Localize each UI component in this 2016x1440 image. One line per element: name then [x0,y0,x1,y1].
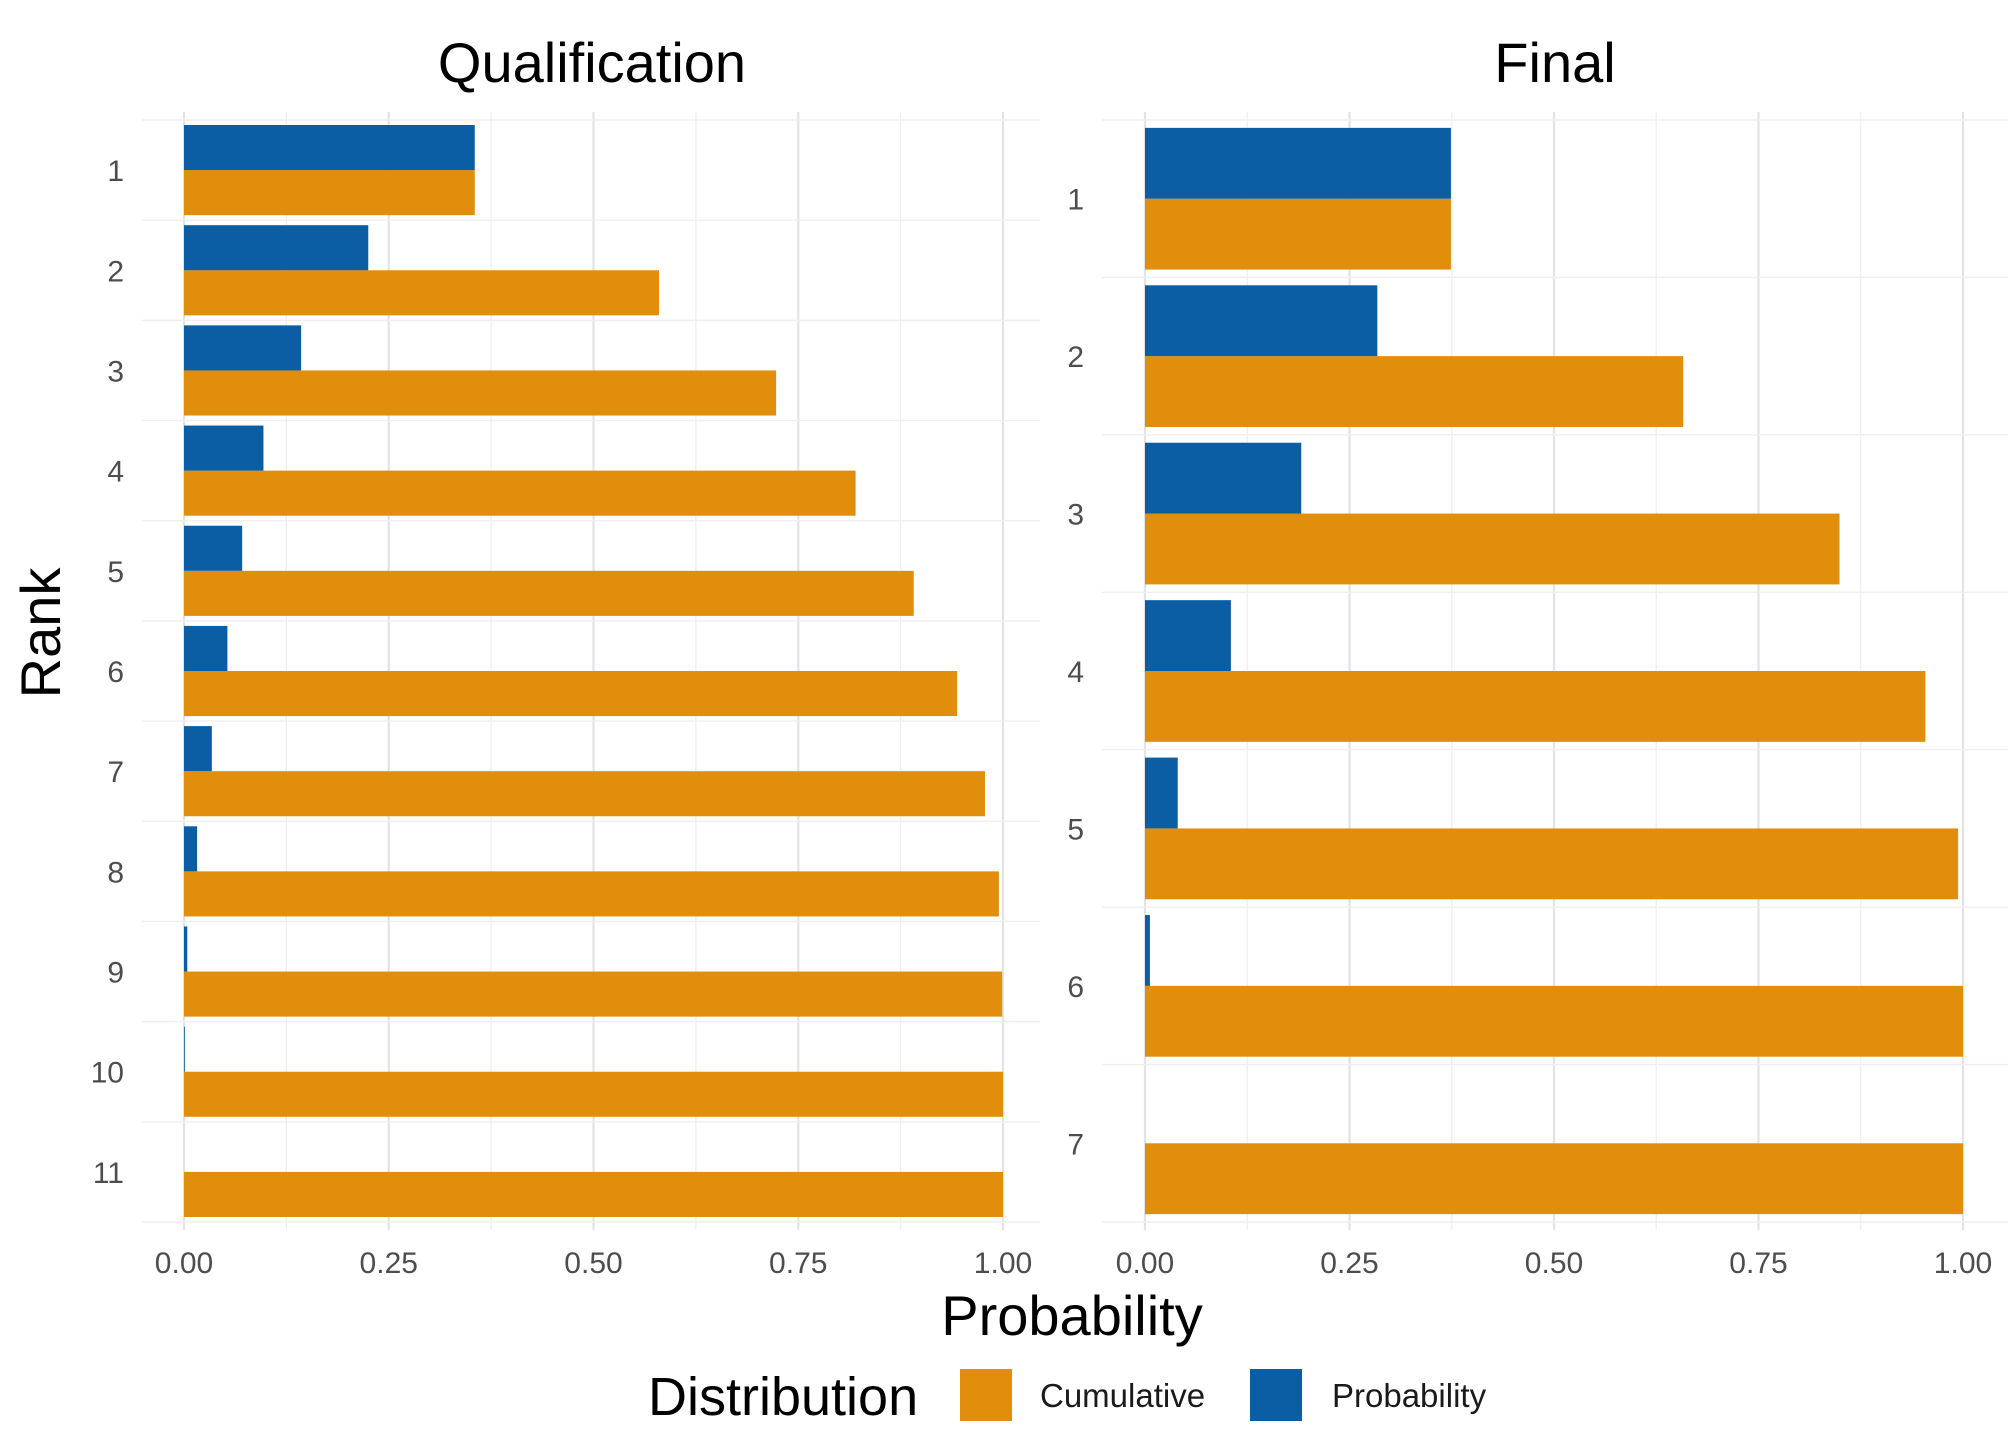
y-tick-label: 4 [1067,656,1084,689]
y-tick-label: 7 [1067,1128,1084,1161]
bar-cumulative-rank-5 [184,570,914,616]
y-tick-label: 6 [107,656,124,689]
bar-cumulative-rank-9 [184,971,1003,1017]
x-tick-label: 0.75 [769,1247,827,1280]
y-tick-label: 4 [107,456,124,489]
panel-qualification: 0.00 0.25 0.50 0.75 1.00 1 2 3 4 5 6 7 8 9 10 11 Qualifi… [91,31,1040,1280]
bar-cumulative-rank-11 [184,1171,1003,1217]
bar-cumulative-rank-6 [184,671,958,717]
x-tick-label: 1.00 [1934,1247,1992,1280]
bar-probability-rank-4 [184,425,264,471]
bar-probability-rank-3 [184,325,302,371]
bar-cumulative-rank-1 [1145,198,1451,270]
bar-cumulative-rank-7 [184,771,985,817]
bar-cumulative-rank-2 [1145,356,1684,427]
y-tick-label: 1 [1067,184,1084,217]
y-tick-label: 2 [107,255,124,288]
bar-cumulative-rank-5 [1145,828,1959,900]
bar-cumulative-rank-4 [184,470,856,516]
bar-cumulative-rank-10 [184,1071,1003,1117]
y-tick-label: 5 [107,556,124,589]
x-tick-label: 1.00 [974,1247,1032,1280]
bar-probability-rank-9 [184,926,188,972]
y-tick-label: 2 [1067,341,1084,374]
x-tick-label: 0.25 [360,1247,418,1280]
bar-probability-rank-10 [184,1026,185,1072]
bar-probability-rank-3 [1145,442,1302,514]
legend: Distribution Cumulative Probability [648,1367,1487,1427]
bar-probability-rank-1 [184,125,475,171]
panel-title: Final [1494,31,1615,94]
legend-label-cumulative: Cumulative [1040,1377,1205,1414]
bar-probability-rank-5 [184,525,243,571]
y-tick-label: 11 [93,1157,124,1190]
x-axis-title: Probability [941,1284,1202,1347]
y-tick-label: 5 [1067,813,1084,846]
y-tick-label: 3 [1067,499,1084,532]
bar-cumulative-rank-8 [184,871,999,917]
y-tick-label: 9 [107,957,124,990]
x-tick-label: 0.75 [1729,1247,1787,1280]
bar-cumulative-rank-2 [184,270,660,316]
bar-cumulative-rank-3 [1145,513,1840,585]
y-tick-label: 3 [107,355,124,388]
x-tick-label: 0.25 [1320,1247,1378,1280]
bar-probability-rank-4 [1145,600,1231,671]
y-axis-title: Rank [9,567,72,699]
bar-cumulative-rank-3 [184,370,777,416]
bar-probability-rank-6 [1145,915,1150,986]
bar-probability-rank-5 [1145,757,1178,829]
y-tick-label: 6 [1067,971,1084,1004]
bar-cumulative-rank-4 [1145,671,1926,742]
legend-label-probability: Probability [1332,1377,1487,1414]
x-tick-label: 0.50 [1525,1247,1583,1280]
panel-final: 0.00 0.25 0.50 0.75 1.00 1 2 3 4 5 6 7 Final [1067,31,2008,1280]
bar-probability-rank-6 [184,625,228,671]
x-tick-label: 0.50 [564,1247,622,1280]
y-tick-label: 8 [107,856,124,889]
bar-probability-rank-7 [184,726,212,772]
x-tick-label: 0.00 [1116,1247,1174,1280]
panel-title: Qualification [438,31,746,94]
y-tick-label: 10 [91,1057,124,1090]
legend-swatch-probability [1250,1369,1302,1421]
bar-probability-rank-2 [184,225,369,271]
legend-title: Distribution [648,1367,918,1427]
bar-cumulative-rank-6 [1145,985,1963,1057]
legend-swatch-cumulative [960,1369,1012,1421]
bar-probability-rank-8 [184,826,198,872]
bar-cumulative-rank-1 [184,170,475,216]
y-tick-label: 1 [107,155,124,188]
bar-probability-rank-1 [1145,127,1451,199]
bar-cumulative-rank-7 [1145,1143,1963,1215]
x-tick-label: 0.00 [155,1247,213,1280]
bar-probability-rank-2 [1145,285,1378,357]
y-tick-label: 7 [107,756,124,789]
